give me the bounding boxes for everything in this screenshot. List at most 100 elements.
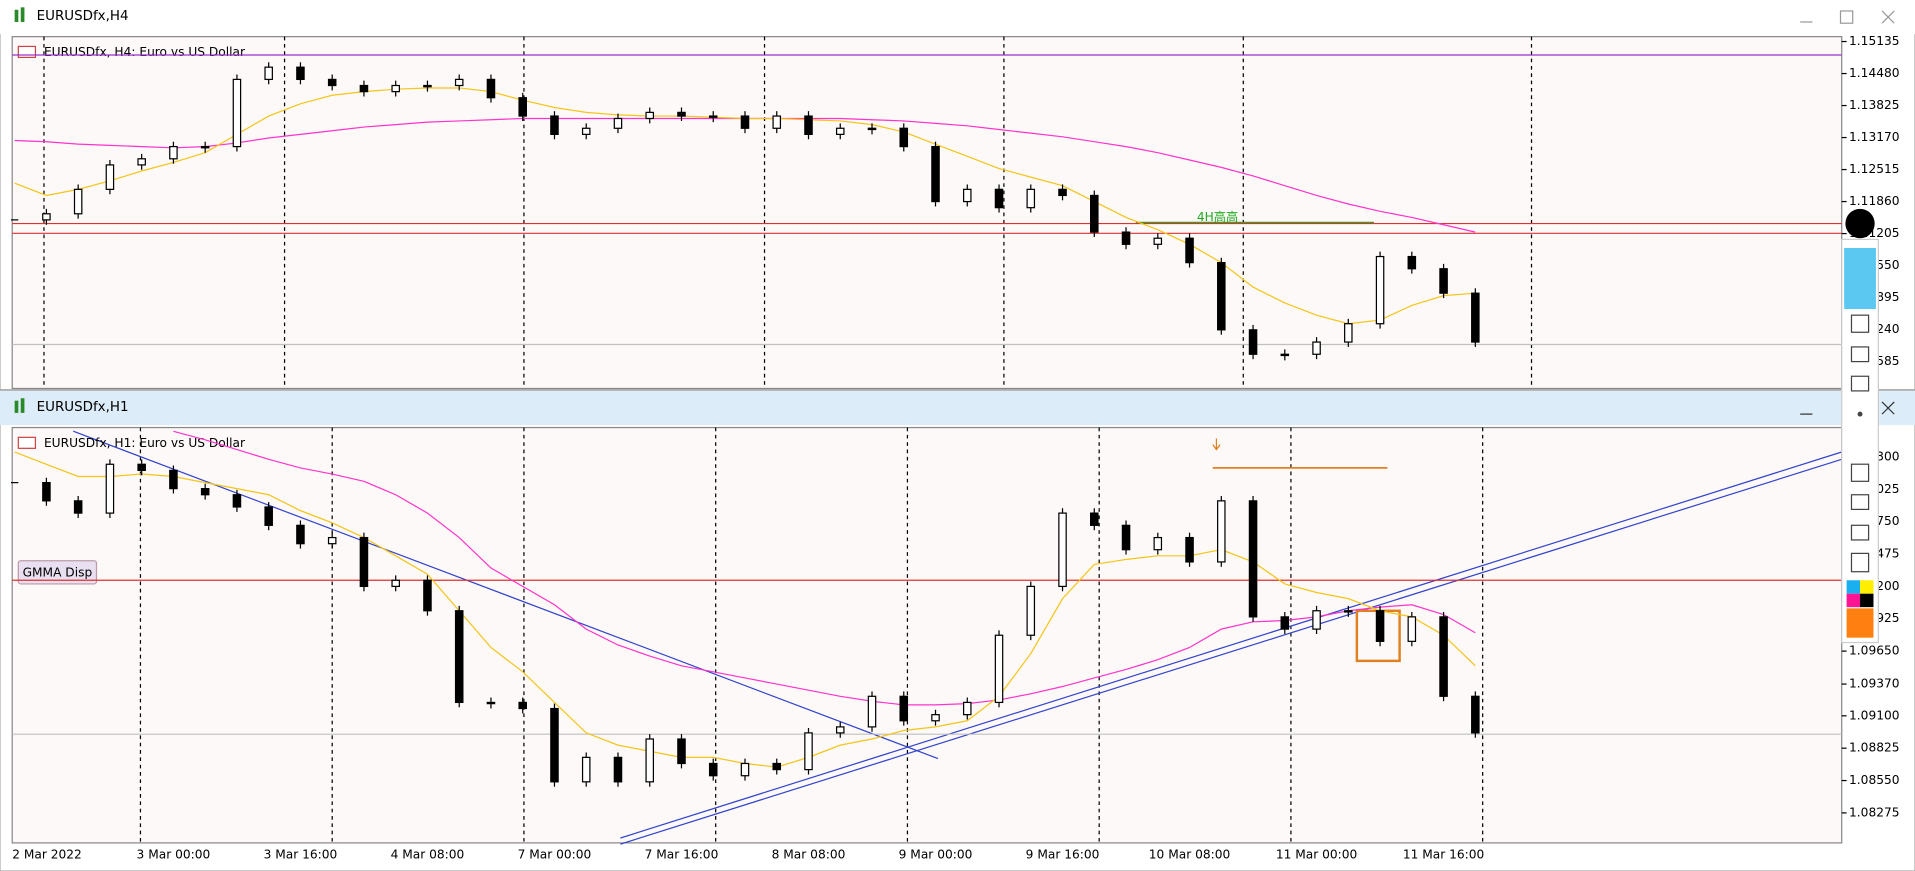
candle bbox=[1217, 500, 1226, 563]
y-tick-label: 1.14480 bbox=[1849, 66, 1899, 80]
window-icon bbox=[14, 398, 25, 413]
x-tick-label: 9 Mar 00:00 bbox=[899, 848, 973, 862]
y-tick-label: 1.08550 bbox=[1849, 773, 1899, 787]
plot-area bbox=[11, 426, 1843, 844]
candle bbox=[1439, 616, 1448, 697]
candle bbox=[232, 78, 242, 148]
candle bbox=[1344, 610, 1353, 613]
channel-line bbox=[620, 451, 1842, 839]
candle bbox=[740, 115, 750, 129]
x-tick-label: 10 Mar 08:00 bbox=[1149, 848, 1230, 862]
x-tick-label: 11 Mar 16:00 bbox=[1403, 848, 1484, 862]
candle bbox=[835, 726, 845, 734]
symbol-icon bbox=[17, 436, 37, 449]
candle bbox=[740, 762, 750, 777]
y-tick-label: 1.12515 bbox=[1849, 162, 1899, 176]
candle bbox=[137, 158, 146, 166]
candle bbox=[42, 482, 51, 502]
period-separators bbox=[43, 36, 1533, 389]
candle bbox=[1058, 512, 1067, 588]
candle bbox=[486, 701, 496, 705]
candle bbox=[1375, 255, 1385, 325]
symbol-icon bbox=[17, 45, 37, 59]
y-tick-label: 1.09895 bbox=[1849, 290, 1899, 304]
y-tick-label: 1.09925 bbox=[1849, 611, 1899, 625]
y-tick-label: 1.09100 bbox=[1849, 708, 1899, 722]
candle bbox=[1090, 194, 1099, 233]
window-icon bbox=[14, 7, 25, 22]
candle bbox=[1185, 536, 1194, 563]
candle bbox=[73, 500, 83, 514]
candle bbox=[613, 756, 623, 783]
candle bbox=[677, 738, 686, 765]
button-label[interactable]: GMMA Disp bbox=[23, 565, 93, 579]
candle bbox=[645, 111, 655, 120]
candle bbox=[1185, 237, 1194, 264]
chart-title: EURUSDfx, H1: Euro vs US Dollar bbox=[44, 436, 246, 450]
candle bbox=[1026, 585, 1036, 636]
x-tick-label: 3 Mar 16:00 bbox=[264, 848, 338, 862]
candle bbox=[867, 695, 877, 728]
candle bbox=[835, 127, 845, 135]
candle bbox=[327, 78, 337, 87]
arrow bbox=[1212, 438, 1221, 451]
candle bbox=[518, 97, 527, 117]
y-tick-label: 1.08275 bbox=[1849, 805, 1899, 819]
window-controls[interactable] bbox=[1800, 10, 1895, 24]
y-tick-label: 1.13825 bbox=[1849, 98, 1899, 112]
candle bbox=[391, 579, 400, 588]
candle bbox=[1121, 231, 1131, 245]
y-tick-label: 1.13170 bbox=[1849, 130, 1899, 144]
y-tick-label: 1.11860 bbox=[1849, 194, 1899, 208]
candle bbox=[391, 84, 400, 93]
title-bar bbox=[0, 390, 1915, 426]
candle bbox=[677, 111, 686, 117]
candle bbox=[296, 66, 305, 81]
candle bbox=[994, 634, 1004, 704]
candle bbox=[1217, 262, 1226, 331]
x-tick-label: 7 Mar 00:00 bbox=[518, 848, 592, 862]
candle bbox=[1280, 616, 1290, 630]
y-tick-label: 1.11205 bbox=[1849, 226, 1899, 240]
candle bbox=[105, 463, 115, 514]
y-tick-label: 1.10475 bbox=[1849, 547, 1899, 561]
candle bbox=[359, 536, 369, 588]
candle bbox=[264, 66, 273, 81]
candle bbox=[772, 115, 782, 129]
window-controls[interactable] bbox=[1800, 401, 1895, 415]
candle bbox=[1121, 524, 1131, 551]
x-tick-label: 9 Mar 16:00 bbox=[1026, 848, 1100, 862]
candle bbox=[931, 714, 940, 722]
y-tick-label: 1.10750 bbox=[1849, 514, 1899, 528]
candle bbox=[1344, 323, 1353, 343]
candle bbox=[1090, 512, 1099, 526]
y-tick-label: 1.08585 bbox=[1849, 354, 1899, 368]
x-tick-label: 2 Mar 2022 bbox=[12, 848, 82, 862]
y-tick-label: 1.09650 bbox=[1849, 644, 1899, 658]
candle bbox=[1248, 329, 1258, 355]
candle bbox=[1407, 616, 1417, 642]
x-tick-label: 7 Mar 16:00 bbox=[645, 848, 719, 862]
candle bbox=[200, 145, 210, 149]
title-bar bbox=[0, 0, 1915, 35]
x-tick-label: 11 Mar 00:00 bbox=[1276, 848, 1357, 862]
candle bbox=[772, 762, 782, 771]
candle bbox=[73, 188, 83, 215]
chart-title: EURUSDfx, H4: Euro vs US Dollar bbox=[44, 45, 246, 59]
period-separators bbox=[139, 427, 1484, 843]
y-tick-label: 1.09240 bbox=[1849, 322, 1899, 336]
candle bbox=[327, 536, 337, 545]
candle bbox=[550, 115, 559, 135]
candle bbox=[1471, 292, 1480, 343]
candle bbox=[1248, 500, 1258, 618]
candle bbox=[1280, 353, 1290, 357]
candle bbox=[454, 78, 464, 87]
candle bbox=[645, 738, 655, 783]
candle bbox=[962, 188, 972, 203]
candle bbox=[1375, 610, 1385, 642]
candle bbox=[899, 695, 909, 722]
button[interactable] bbox=[17, 560, 98, 585]
candle bbox=[359, 84, 369, 93]
y-tick-label: 1.10550 bbox=[1849, 258, 1899, 272]
candle bbox=[1026, 188, 1036, 209]
